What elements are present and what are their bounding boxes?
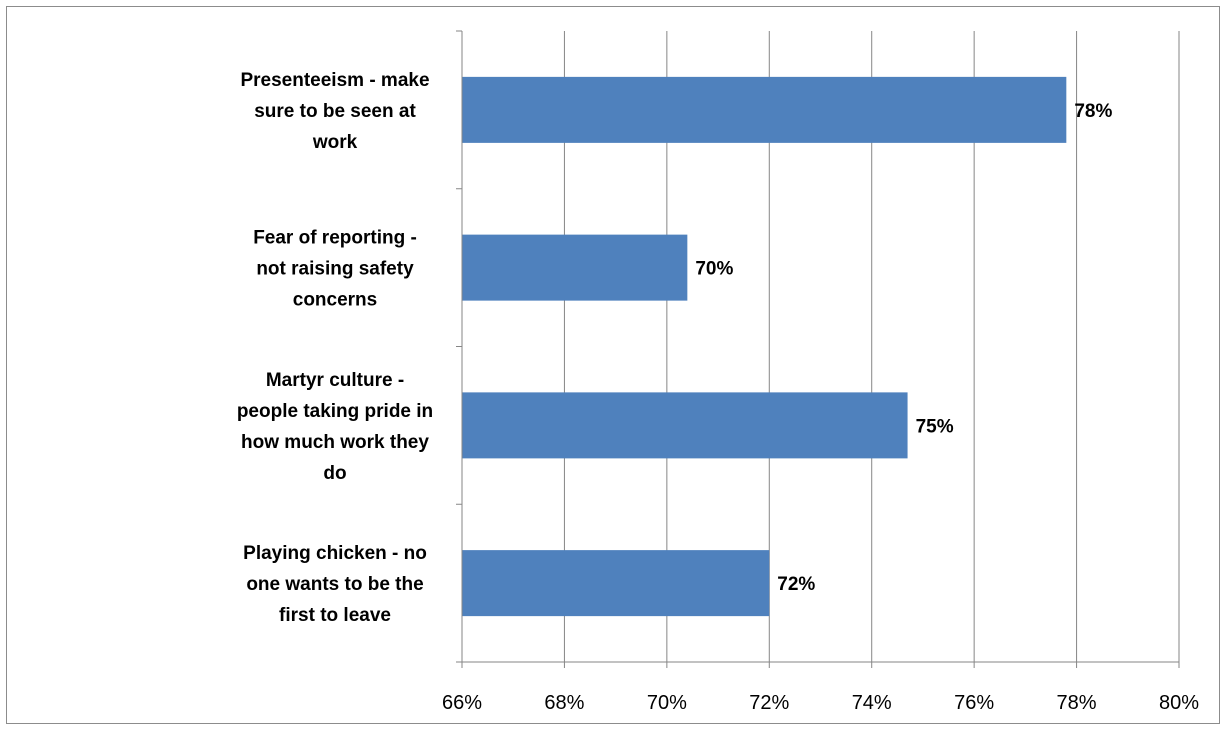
x-tick-label: 70% <box>647 692 687 714</box>
data-label: 78% <box>1074 101 1112 122</box>
x-tick-label: 76% <box>954 692 994 714</box>
bar <box>462 550 770 617</box>
x-tick-label: 72% <box>749 692 789 714</box>
category-label-line: work <box>312 132 358 153</box>
data-label: 70% <box>695 259 733 280</box>
category-label: Playing chicken - no one wants to be the f… <box>243 543 427 626</box>
category-label-line: Presenteeism - make <box>240 70 429 91</box>
category-label-line: concerns <box>293 290 377 311</box>
category-label: Martyr culture - people taking pride in ho… <box>237 370 433 484</box>
category-label-line: Martyr culture - <box>266 370 404 391</box>
bar <box>462 392 908 459</box>
category-label-line: do <box>323 463 346 484</box>
bar <box>462 76 1067 143</box>
data-label: 75% <box>916 416 954 437</box>
category-label-line: first to leave <box>279 605 391 626</box>
labels: 66% 68% 70% 72% 74% 76% 78% 80% 78% Presenteeism … <box>237 70 1199 714</box>
x-tick-label: 74% <box>852 692 892 714</box>
category-label-line: not raising safety <box>256 259 414 280</box>
x-tick-label: 68% <box>544 692 584 714</box>
x-tick-label: 80% <box>1159 692 1199 714</box>
x-tick-label: 78% <box>1057 692 1097 714</box>
category-label: Presenteeism - make sure to be seen at wor… <box>240 70 429 153</box>
axes <box>456 30 1180 668</box>
category-label-line: Fear of reporting - <box>253 228 417 249</box>
x-tick-label: 66% <box>442 692 482 714</box>
bars <box>462 76 1067 617</box>
chart-frame: 66% 68% 70% 72% 74% 76% 78% 80% 78% Presenteeism … <box>6 6 1220 724</box>
category-label-line: people taking pride in <box>237 401 433 422</box>
bar-chart: 66% 68% 70% 72% 74% 76% 78% 80% 78% Presenteeism … <box>237 30 1199 714</box>
data-label: 72% <box>777 574 815 595</box>
category-label-line: Playing chicken - no <box>243 543 427 564</box>
category-label-line: sure to be seen at <box>254 101 416 122</box>
category-label: Fear of reporting - not raising safety con… <box>253 228 417 311</box>
bar <box>462 234 688 301</box>
category-label-line: one wants to be the <box>246 574 423 595</box>
category-label-line: how much work they <box>241 432 429 453</box>
